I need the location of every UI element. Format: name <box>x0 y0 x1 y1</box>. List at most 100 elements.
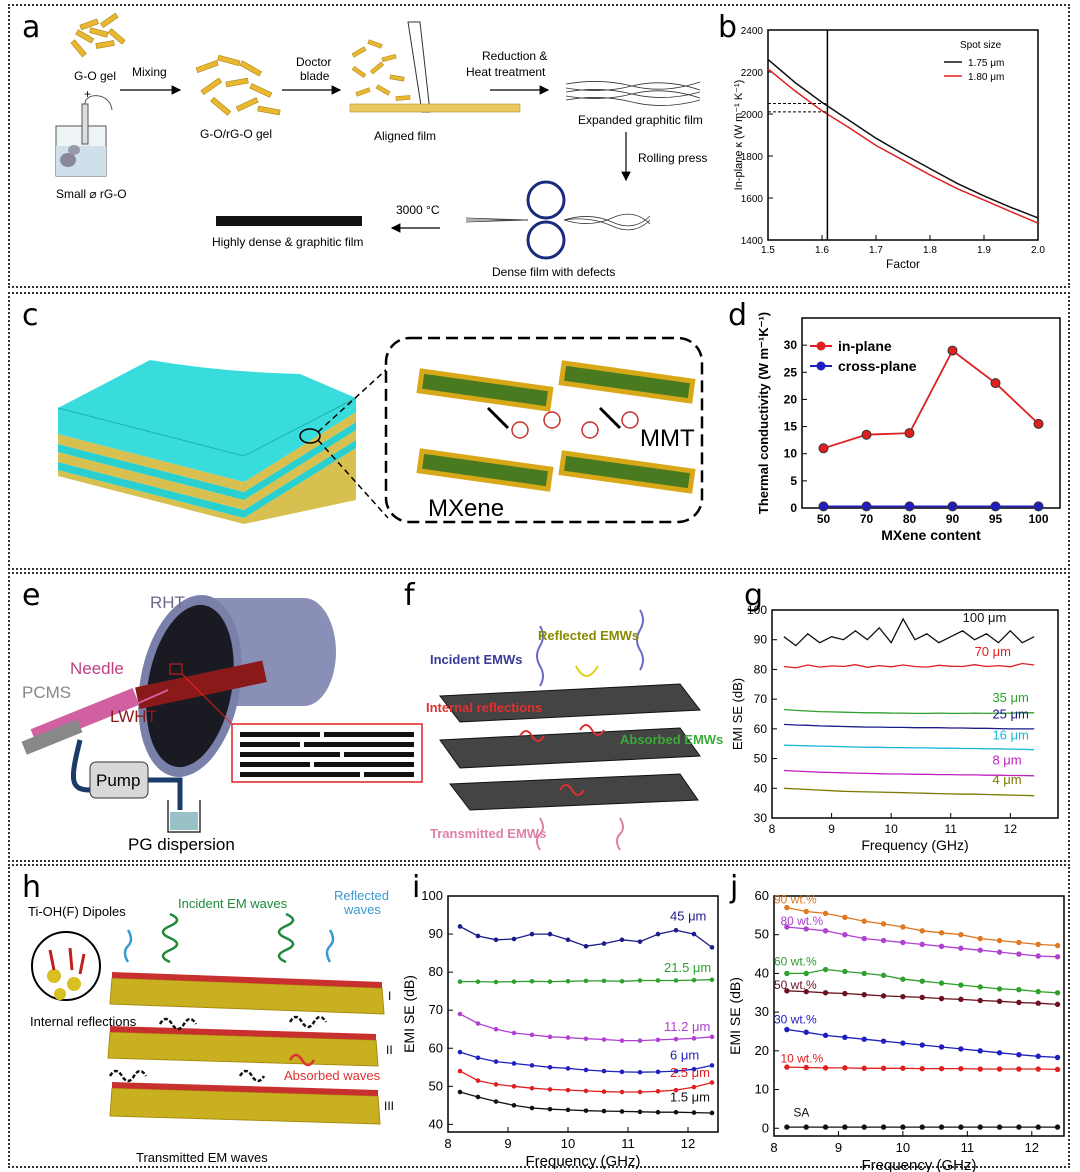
y-tick-label: 2000 <box>741 110 764 121</box>
x-tick-label: 8 <box>444 1136 451 1151</box>
data-point <box>583 943 589 949</box>
x-tick-label: 1.7 <box>869 245 883 256</box>
data-point <box>565 1107 571 1113</box>
mxene-layers-h <box>107 972 385 1125</box>
data-point <box>637 939 643 944</box>
x-tick-label: 70 <box>860 512 874 526</box>
data-point <box>583 1108 589 1113</box>
data-point <box>673 927 679 933</box>
data-point <box>1054 990 1061 996</box>
data-point <box>861 429 872 440</box>
series-label: 30 wt.% <box>774 1013 817 1027</box>
data-point <box>842 990 848 997</box>
y-tick-label: 60 <box>429 1040 443 1055</box>
data-point <box>511 1061 517 1066</box>
data-point <box>529 978 535 984</box>
data-point <box>958 982 964 988</box>
data-point <box>803 926 809 932</box>
legend-label: 1.80 μm <box>968 72 1004 83</box>
series-label: 50 wt.% <box>774 978 817 992</box>
data-point <box>958 932 964 938</box>
section-ab <box>8 4 1070 288</box>
data-point <box>900 993 906 1000</box>
y-tick-label: 60 <box>755 888 769 903</box>
data-point <box>691 1110 697 1115</box>
data-point <box>565 1066 571 1071</box>
pcms-syringe <box>21 688 140 755</box>
temperature-label: 3000 °C <box>396 203 440 217</box>
series-label: 70 μm <box>975 644 1011 659</box>
y-tick-label: 30 <box>784 338 798 352</box>
layer-label-3: III <box>384 1099 394 1113</box>
data-point <box>547 1087 553 1092</box>
tube-line-2 <box>148 777 183 810</box>
data-point <box>996 949 1003 955</box>
rolling-press-label: Rolling press <box>638 151 707 165</box>
data-point <box>457 1089 463 1095</box>
data-point <box>880 972 887 979</box>
data-point <box>938 1124 945 1130</box>
pg-beaker <box>167 800 201 833</box>
data-point <box>1016 1066 1022 1072</box>
legend-label: in-plane <box>838 338 892 354</box>
x-tick-label: 1.9 <box>977 245 991 256</box>
data-point <box>880 1065 887 1071</box>
x-tick-label: 1.6 <box>815 245 829 256</box>
data-point <box>655 1088 661 1094</box>
y-tick-label: 90 <box>754 633 768 647</box>
panel-label-c: c <box>22 298 39 333</box>
data-point <box>977 984 983 990</box>
series-label: 6 μm <box>670 1048 699 1063</box>
dense-defects-label: Dense film with defects <box>492 265 615 279</box>
data-point <box>691 1084 697 1090</box>
series-line-2 <box>783 708 1035 715</box>
go-gel-label: G-O gel <box>74 69 116 83</box>
panel-h-diagram: Ti-OH(F) Dipoles Incident EM waves Refle… <box>28 888 394 1165</box>
data-point <box>784 1026 790 1033</box>
data-point <box>493 1082 499 1087</box>
data-point <box>861 992 867 998</box>
data-point <box>511 936 517 942</box>
data-point <box>547 931 553 937</box>
data-point <box>880 993 887 999</box>
plot-frame <box>773 895 1065 1137</box>
y-tick-label: 100 <box>421 888 443 903</box>
data-point <box>1033 501 1044 512</box>
layer-label-1: I <box>388 989 391 1003</box>
series-label: 16 μm <box>992 727 1028 742</box>
x-tick-label: 12 <box>1004 822 1018 836</box>
x-axis-title: Frequency (GHz) <box>525 1153 640 1170</box>
rht-label: RHT <box>150 593 185 612</box>
data-point <box>977 997 983 1004</box>
data-point <box>842 1034 848 1040</box>
panel-label-j: j <box>730 870 739 905</box>
expanded-film-label: Expanded graphitic film <box>578 113 703 127</box>
data-point <box>601 1089 607 1094</box>
data-point <box>619 1038 625 1043</box>
data-point <box>529 1105 535 1111</box>
series-line-1 <box>767 68 1039 224</box>
data-point <box>529 1085 535 1091</box>
data-point <box>493 1026 499 1032</box>
y-tick-label: 100 <box>747 603 767 617</box>
series-label: SA <box>793 1106 809 1120</box>
data-point <box>938 1065 945 1072</box>
x-tick-label: 9 <box>504 1136 511 1151</box>
series-line-1 <box>783 662 1035 669</box>
x-tick-label: 12 <box>1025 1140 1039 1155</box>
data-point <box>1054 1066 1061 1073</box>
data-point <box>818 501 829 512</box>
y-tick-label: 30 <box>754 811 768 825</box>
data-point <box>1035 1066 1041 1072</box>
data-point <box>475 1078 481 1083</box>
expanded-film-drawing <box>565 81 701 106</box>
data-point <box>637 1109 643 1115</box>
y-tick-label: 80 <box>429 964 443 979</box>
series-line-0 <box>823 349 1040 450</box>
y-tick-label: 1600 <box>741 194 764 205</box>
incident-em-label: Incident EM waves <box>178 896 288 911</box>
data-point <box>601 1108 607 1114</box>
data-point <box>938 980 945 986</box>
data-point <box>861 1065 867 1071</box>
